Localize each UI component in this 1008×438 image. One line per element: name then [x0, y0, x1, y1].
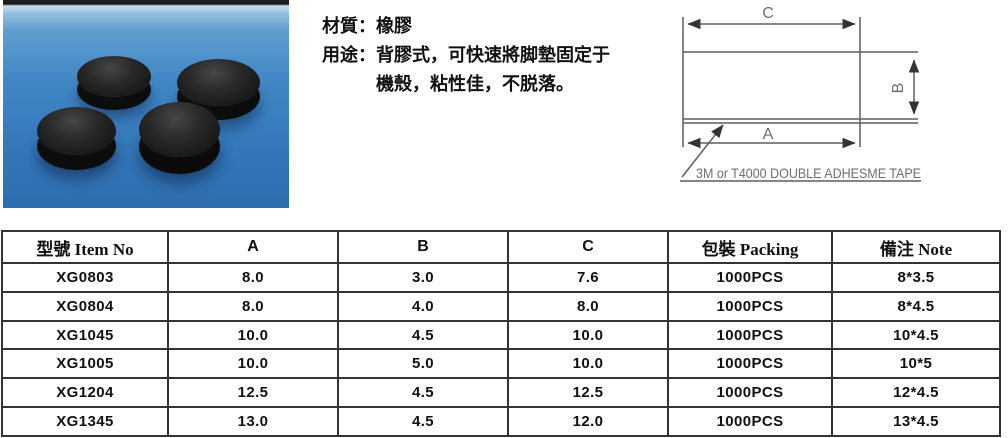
- rubber-foot-disc: [177, 59, 260, 106]
- table-row: XG0804 8.0 4.0 8.0 1000PCS 8*4.5: [1, 290, 1001, 322]
- table-cell: 10.0: [167, 319, 339, 351]
- table-cell: 12.5: [507, 377, 669, 409]
- table-cell: 10.0: [167, 348, 339, 380]
- table-cell: XG1204: [1, 377, 169, 409]
- dim-label-c: C: [762, 5, 774, 22]
- table-cell: 13*4.5: [831, 406, 1001, 437]
- table-cell: 4.5: [337, 406, 509, 437]
- spec-table-body: XG0803 8.0 3.0 7.6 1000PCS 8*3.5 XG0804 8.0 4.0 8…: [1, 262, 1001, 437]
- table-cell: 10.0: [507, 348, 669, 380]
- usage-label: 用途：: [322, 45, 376, 65]
- table-cell: 8.0: [167, 262, 339, 293]
- dim-label-a: A: [763, 126, 774, 143]
- table-row: XG1345 13.0 4.5 12.0 1000PCS 13*4.5: [1, 406, 1001, 437]
- table-cell: 5.0: [337, 348, 509, 380]
- table-cell: 10*5: [831, 348, 1001, 380]
- material-value: 橡膠: [376, 16, 412, 36]
- table-cell: 1000PCS: [667, 406, 833, 437]
- rubber-foot-disc: [77, 56, 151, 97]
- table-cell: 12*4.5: [831, 377, 1001, 409]
- table-cell: 1000PCS: [667, 377, 833, 409]
- usage-text-2: 機殼，粘性佳，不脱落。: [376, 74, 574, 94]
- table-row: XG1005 10.0 5.0 10.0 1000PCS 10*5: [1, 348, 1001, 380]
- table-cell: 8.0: [167, 290, 339, 322]
- table-cell: 12.5: [167, 377, 339, 409]
- tape-leader-line: [681, 124, 724, 178]
- table-cell: 8*3.5: [831, 262, 1001, 293]
- material-label: 材質：: [322, 16, 376, 36]
- table-row: XG1204 12.5 4.5 12.5 1000PCS 12*4.5: [1, 377, 1001, 409]
- table-cell: 1000PCS: [667, 290, 833, 322]
- column-header: 型號 Item No: [1, 230, 169, 264]
- table-cell: 7.6: [507, 262, 669, 293]
- usage-text-1: 背膠式，可快速將脚墊固定于: [376, 45, 610, 65]
- table-cell: 1000PCS: [667, 319, 833, 351]
- table-cell: 10*4.5: [831, 319, 1001, 351]
- table-cell: 13.0: [167, 406, 339, 437]
- usage-line-2: 機殼，粘性佳，不脱落。: [322, 70, 610, 99]
- spec-table-header-row: 型號 Item No A B C 包裝 Packing 備注 Note: [1, 230, 1001, 264]
- table-cell: XG0803: [1, 262, 169, 293]
- table-cell: XG0804: [1, 290, 169, 322]
- usage-line-1: 用途：背膠式，可快速將脚墊固定于: [322, 41, 610, 70]
- spec-table: 型號 Item No A B C 包裝 Packing 備注 Note XG0803 8.0…: [1, 230, 1001, 437]
- dimension-diagram: C A B 3M or T4000 DOUBLE ADHESME TAPE: [680, 5, 921, 182]
- material-line: 材質：橡膠: [322, 12, 610, 41]
- table-row: XG0803 8.0 3.0 7.6 1000PCS 8*3.5: [1, 262, 1001, 293]
- table-cell: 12.0: [507, 406, 669, 437]
- column-header: 備注 Note: [831, 230, 1001, 264]
- table-cell: XG1045: [1, 319, 169, 351]
- table-cell: XG1345: [1, 406, 169, 437]
- table-cell: 1000PCS: [667, 262, 833, 293]
- table-cell: 8*4.5: [831, 290, 1001, 322]
- table-cell: 8.0: [507, 290, 669, 322]
- product-photo: [3, 0, 289, 208]
- table-cell: XG1005: [1, 348, 169, 380]
- table-cell: 4.5: [337, 377, 509, 409]
- column-header: B: [337, 230, 509, 264]
- tape-note-label: 3M or T4000 DOUBLE ADHESME TAPE: [696, 165, 921, 181]
- table-cell: 4.5: [337, 319, 509, 351]
- column-header: A: [167, 230, 339, 264]
- rubber-foot-disc: [37, 107, 116, 155]
- table-cell: 3.0: [337, 262, 509, 293]
- table-row: XG1045 10.0 4.5 10.0 1000PCS 10*4.5: [1, 319, 1001, 351]
- dim-label-b: B: [890, 83, 907, 94]
- column-header: C: [507, 230, 669, 264]
- rubber-foot-disc: [139, 102, 220, 157]
- description-block: 材質：橡膠 用途：背膠式，可快速將脚墊固定于 機殼，粘性佳，不脱落。: [322, 12, 610, 99]
- column-header: 包裝 Packing: [667, 230, 833, 264]
- table-cell: 10.0: [507, 319, 669, 351]
- table-cell: 4.0: [337, 290, 509, 322]
- table-cell: 1000PCS: [667, 348, 833, 380]
